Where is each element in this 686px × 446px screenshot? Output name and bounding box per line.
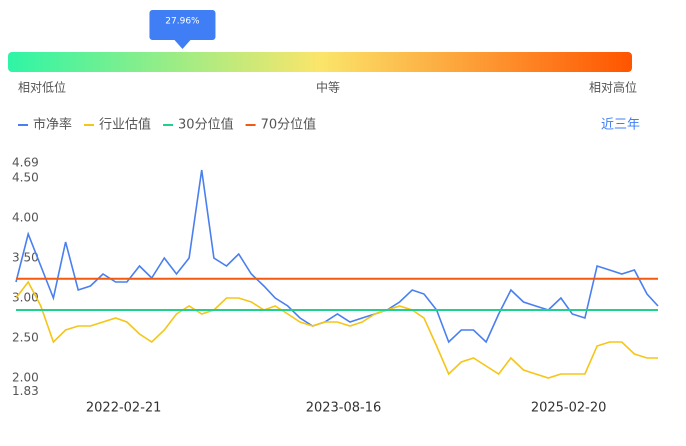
gauge-mid: 中等	[316, 80, 340, 95]
x-tick-label: 2022-02-21	[86, 401, 162, 416]
legend-label: 市净率	[33, 117, 72, 133]
y-tick-label: 2.50	[12, 331, 39, 345]
legend-label: 行业估值	[99, 117, 151, 133]
x-tick-label: 2023-08-16	[306, 401, 382, 416]
percentile-bar	[8, 52, 632, 72]
y-tick-label: 1.83	[12, 384, 39, 398]
y-tick-label: 3.50	[12, 251, 39, 265]
y-tick-label: 4.00	[12, 211, 39, 225]
legend-label: 70分位值	[261, 117, 317, 133]
y-tick-label: 4.50	[12, 171, 39, 185]
gauge-value: 27.96%	[165, 17, 200, 27]
period-button[interactable]: 近三年	[601, 118, 640, 133]
x-tick-label: 2025-02-20	[531, 401, 607, 416]
series-line	[15, 169, 659, 344]
y-tick-label: 2.00	[12, 371, 39, 385]
gauge-high: 相对高位	[589, 80, 637, 95]
legend-label: 30分位值	[178, 117, 234, 133]
gauge-low: 相对低位	[18, 80, 66, 95]
series-line	[15, 280, 658, 379]
gauge-marker	[149, 10, 216, 49]
y-tick-label: 4.69	[12, 155, 39, 169]
